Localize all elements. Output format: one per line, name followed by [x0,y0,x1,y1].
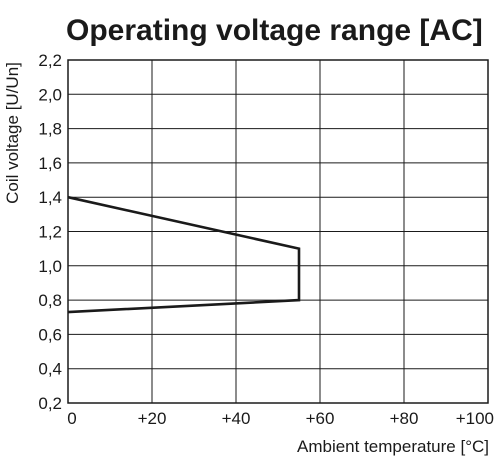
y-axis-ticks: 0,2 0,4 0,6 0,8 1,0 1,2 1,4 1,6 1,8 2,0 2,2 [38,51,62,413]
chart-title: Operating voltage range [AC] [66,14,483,47]
y-tick-label: 2,2 [38,51,62,70]
y-tick-label: 1,6 [38,154,62,173]
y-tick-label: 0,4 [38,360,62,379]
x-tick-label: +60 [306,409,335,428]
x-tick-label: 0 [67,409,76,428]
x-tick-label: +20 [138,409,167,428]
y-tick-label: 1,8 [38,120,62,139]
y-tick-label: 2,0 [38,85,62,104]
x-tick-label: +100 [456,409,494,428]
x-axis-ticks: 0 +20 +40 +60 +80 +100 [67,409,494,428]
y-tick-label: 0,8 [38,291,62,310]
y-tick-label: 1,4 [38,188,62,207]
x-axis-label: Ambient temperature [°C] [297,437,489,456]
x-tick-label: +80 [390,409,419,428]
series [67,195,301,314]
grid [67,59,489,404]
y-axis-label: Coil voltage [U/Un] [3,62,22,204]
series-line [67,195,301,314]
x-tick-label: +40 [222,409,251,428]
y-tick-label: 0,6 [38,325,62,344]
plot-frame [67,59,489,404]
y-tick-label: 0,2 [38,394,62,413]
plot-border [67,59,489,404]
y-tick-label: 1,0 [38,257,62,276]
y-tick-label: 1,2 [38,223,62,242]
